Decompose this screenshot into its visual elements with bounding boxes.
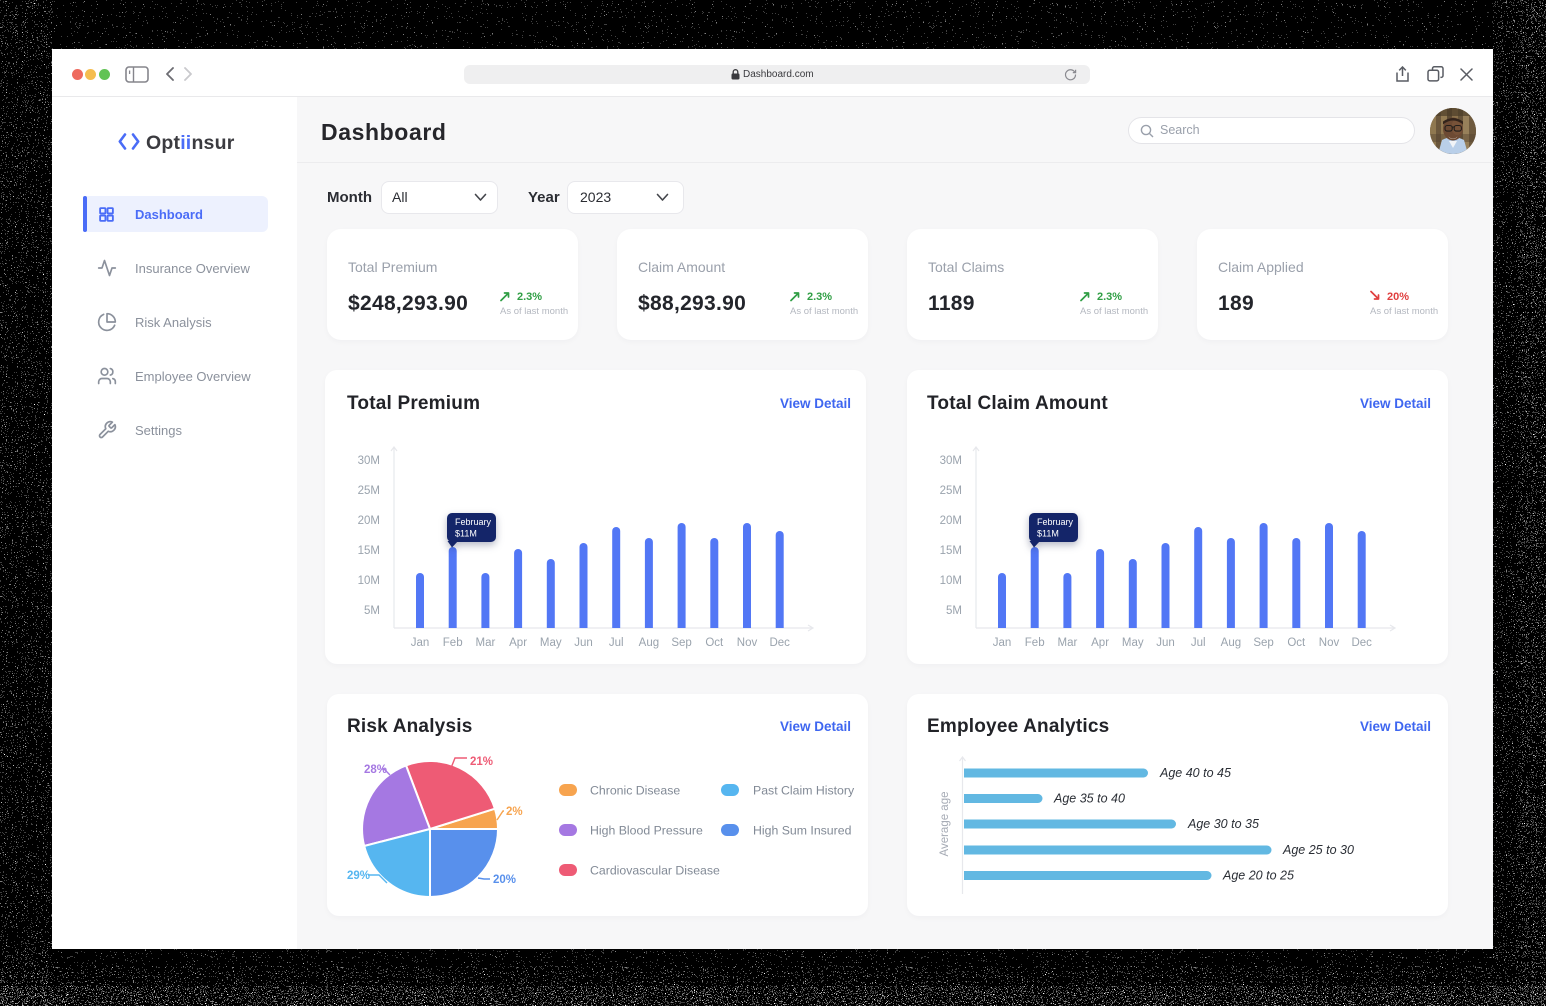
svg-text:25M: 25M (358, 485, 380, 497)
svg-text:28%: 28% (364, 764, 387, 776)
svg-text:High Blood Pressure: High Blood Pressure (590, 824, 703, 838)
svg-text:29%: 29% (347, 870, 370, 882)
svg-text:$11M: $11M (455, 529, 477, 539)
svg-text:2%: 2% (506, 806, 523, 818)
svg-text:Oct: Oct (705, 637, 724, 649)
svg-text:Mar: Mar (1057, 637, 1077, 649)
svg-text:Sep: Sep (1253, 637, 1273, 649)
svg-text:Feb: Feb (443, 637, 463, 649)
svg-text:15M: 15M (358, 545, 380, 557)
svg-text:Jun: Jun (1156, 637, 1175, 649)
svg-text:20M: 20M (940, 515, 962, 527)
svg-text:Dec: Dec (1351, 637, 1372, 649)
svg-text:May: May (1122, 637, 1144, 649)
svg-text:5M: 5M (946, 605, 962, 617)
svg-text:25M: 25M (940, 485, 962, 497)
svg-text:Age 30 to 35: Age 30 to 35 (1187, 817, 1259, 831)
svg-text:Age 35 to 40: Age 35 to 40 (1053, 792, 1125, 806)
svg-text:Average age: Average age (939, 791, 951, 856)
svg-text:Cardiovascular Disease: Cardiovascular Disease (590, 864, 720, 878)
svg-text:February: February (1037, 517, 1074, 527)
svg-text:Age 20 to 25: Age 20 to 25 (1222, 869, 1294, 883)
svg-text:Past Claim History: Past Claim History (753, 784, 855, 798)
svg-text:Feb: Feb (1025, 637, 1045, 649)
svg-text:30M: 30M (358, 455, 380, 467)
svg-text:$11M: $11M (1037, 529, 1059, 539)
svg-text:21%: 21% (470, 756, 493, 768)
svg-text:Mar: Mar (475, 637, 495, 649)
svg-text:Jan: Jan (993, 637, 1012, 649)
svg-text:Jan: Jan (411, 637, 430, 649)
svg-text:Dec: Dec (769, 637, 790, 649)
svg-text:20%: 20% (493, 874, 516, 886)
svg-text:High Sum Insured: High Sum Insured (753, 824, 852, 838)
svg-text:Apr: Apr (1091, 637, 1109, 649)
svg-text:Sep: Sep (671, 637, 691, 649)
svg-text:May: May (540, 637, 562, 649)
svg-text:Nov: Nov (1319, 637, 1340, 649)
svg-text:20M: 20M (358, 515, 380, 527)
svg-text:Age 40 to 45: Age 40 to 45 (1159, 766, 1231, 780)
svg-text:Oct: Oct (1287, 637, 1306, 649)
svg-text:Nov: Nov (737, 637, 758, 649)
svg-text:Apr: Apr (509, 637, 527, 649)
svg-text:10M: 10M (940, 575, 962, 587)
svg-text:Aug: Aug (1221, 637, 1241, 649)
svg-text:Chronic Disease: Chronic Disease (590, 784, 680, 798)
svg-text:Aug: Aug (639, 637, 659, 649)
svg-text:10M: 10M (358, 575, 380, 587)
svg-text:5M: 5M (364, 605, 380, 617)
svg-text:Jun: Jun (574, 637, 593, 649)
svg-text:Age 25 to 30: Age 25 to 30 (1282, 843, 1354, 857)
svg-text:30M: 30M (940, 455, 962, 467)
svg-text:15M: 15M (940, 545, 962, 557)
svg-text:Jul: Jul (609, 637, 624, 649)
svg-text:Jul: Jul (1191, 637, 1206, 649)
svg-text:February: February (455, 517, 492, 527)
